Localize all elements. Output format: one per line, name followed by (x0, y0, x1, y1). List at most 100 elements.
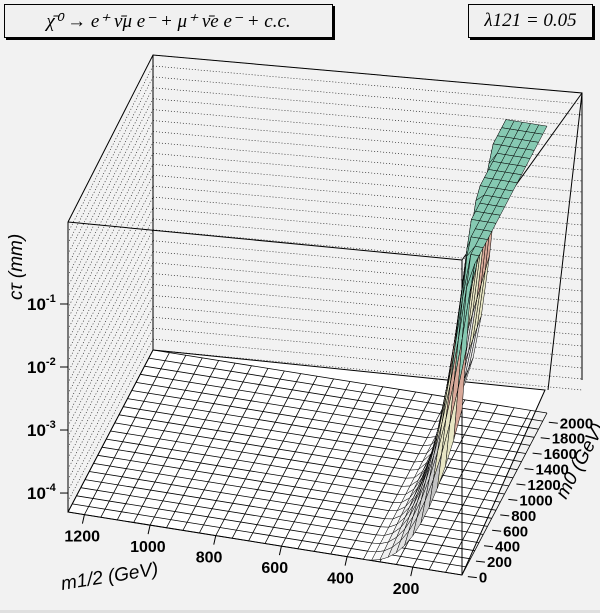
wall-gridline (152, 207, 583, 248)
wall-gridline (67, 164, 154, 330)
coupling-label: λ121 = 0.05 (468, 4, 593, 38)
wall-gridline (67, 109, 154, 276)
floor-gridline (127, 398, 522, 462)
floor-gridline (144, 365, 539, 430)
z-axis-label: cτ (mm) (6, 234, 27, 300)
floor-gridline (123, 406, 518, 471)
floor-gridline (72, 503, 467, 568)
y-tick-label: 0 (479, 570, 487, 587)
wall-gridline (67, 317, 154, 480)
y-tick-mark (467, 576, 477, 579)
wall-gridline (152, 65, 583, 105)
wall-gridline (67, 251, 154, 416)
x-tick-mark (278, 546, 282, 556)
y-tick-mark (508, 498, 518, 501)
wall-gridline (67, 207, 154, 373)
wall-gridline (152, 262, 583, 303)
surface-mesh (363, 119, 548, 561)
y-tick-label: 1800 (552, 431, 585, 448)
z-axis-ticks: 10-4 10-3 10-2 10-1 (27, 293, 68, 503)
x-tick-mark (81, 514, 85, 524)
y-tick-label: 400 (495, 539, 520, 556)
floor-gridline (114, 422, 509, 487)
floor-gridline (118, 414, 514, 479)
wall-gridline (152, 218, 583, 259)
x-tick-mark (147, 525, 151, 535)
wall-gridline (152, 251, 583, 292)
chart-title: χ̄⁰ → e⁺ ν̄μ e⁻ + μ⁺ ν̄e e⁻ + c.c. (4, 4, 333, 38)
wall-gridline (67, 175, 154, 341)
x-axis-ticks: 1200 1000 800 600 400 200 (64, 514, 420, 598)
wall-gridline (67, 218, 154, 384)
bottom-strip (0, 610, 600, 613)
y-tick-label: 1200 (527, 477, 560, 494)
wall-gridline (152, 87, 583, 127)
wall-gridline (67, 65, 154, 233)
y-tick-mark (500, 514, 510, 517)
wall-gridline (67, 328, 154, 491)
wall-gridline (67, 142, 154, 309)
wall-gridline (67, 295, 154, 459)
x-tick-mark (344, 556, 348, 566)
wall-gridline (152, 196, 583, 237)
x-tick-mark (410, 567, 414, 577)
wall-gridline (152, 273, 583, 314)
x-tick-mark (213, 535, 217, 545)
wall-gridline (152, 229, 583, 270)
wall-gridline (67, 338, 154, 502)
floor-gridline (67, 511, 463, 576)
floor-gridline (131, 390, 526, 454)
wall-gridline (67, 54, 154, 223)
y-tick-mark (516, 483, 526, 486)
z-tick-label: 10-1 (27, 293, 56, 314)
floor-gridline (140, 373, 535, 438)
wall-gridline (67, 273, 154, 437)
x-tick-label: 400 (327, 571, 354, 588)
back-wall-grid (67, 54, 583, 513)
y-tick-label: 1000 (519, 492, 552, 509)
y-tick-mark (532, 452, 542, 455)
wall-gridline (67, 120, 154, 287)
wall-gridline (67, 306, 154, 470)
x-tick-label: 200 (393, 581, 420, 598)
y-tick-label: 200 (487, 554, 512, 571)
floor-gridline (148, 357, 543, 422)
z-tick-label: 10-4 (27, 482, 57, 503)
y-tick-label: 800 (511, 508, 536, 525)
surface-facet (453, 349, 467, 440)
wall-gridline (152, 316, 583, 358)
y-tick-mark (483, 545, 494, 548)
x-axis-label: m1/2 (GeV) (59, 559, 159, 595)
wall-gridline (152, 305, 583, 347)
y-tick-mark (548, 421, 558, 424)
y-tick-mark (524, 468, 534, 471)
y-tick-label: 1400 (536, 462, 569, 479)
y-tick-label: 2000 (560, 415, 593, 432)
wall-gridline (67, 284, 154, 448)
y-tick-label: 1600 (544, 446, 577, 463)
wall-gridline (152, 295, 583, 336)
floor-gridline (76, 495, 471, 560)
x-tick-label: 600 (261, 560, 288, 577)
wall-gridline (67, 131, 154, 298)
wall-gridline (67, 196, 154, 362)
wall-gridline (67, 76, 154, 244)
z-tick-label: 10-2 (27, 356, 56, 377)
wall-gridline (152, 240, 583, 281)
wall-gridline (67, 262, 154, 427)
wall-gridline (67, 153, 154, 319)
z-tick-label: 10-3 (27, 419, 56, 440)
wall-gridline (67, 185, 154, 352)
x-tick-label: 800 (196, 550, 223, 567)
wall-gridline (67, 87, 154, 255)
wall-gridline (152, 284, 583, 325)
y-tick-mark (475, 560, 486, 563)
floor-gridline (135, 382, 531, 446)
x-tick-label: 1000 (130, 539, 166, 556)
wall-gridline (67, 240, 154, 405)
y-tick-mark (540, 437, 550, 440)
y-tick-mark (492, 529, 502, 532)
